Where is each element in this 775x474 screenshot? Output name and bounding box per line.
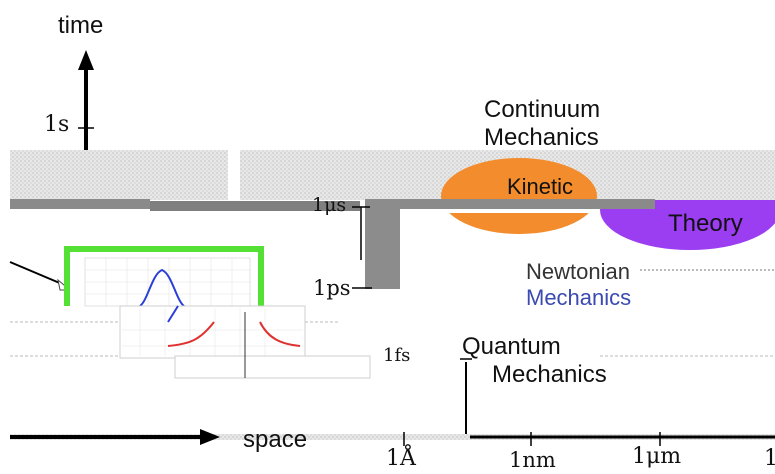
continuum-mechanics-label: Continuum Mechanics [484, 96, 600, 152]
newtonian-mechanics-label: Newtonian Mechanics [526, 259, 631, 311]
newtonian-line-2: Mechanics [526, 285, 632, 310]
quantum-line-1: Quantum [462, 333, 561, 360]
kinetic-label: Kinetic [507, 174, 574, 199]
divider-band-mid [150, 201, 360, 211]
newtonian-line-1: Newtonian [526, 259, 630, 284]
space-axis-arrowhead [200, 429, 220, 445]
tick-label-nm: 1nm [509, 448, 556, 472]
space-axis-band [10, 434, 775, 440]
inset-plot-gaussian [64, 246, 264, 307]
kinetic-region [441, 158, 597, 234]
tick-label-um: 1μm [632, 444, 682, 469]
tick-label-1s: 1s [44, 112, 70, 137]
theory-label: Theory [668, 210, 743, 237]
quantum-mechanics-label: Quantum Mechanics [462, 333, 607, 389]
tick-label-1ps: 1ps [313, 276, 351, 300]
divider-band-right [365, 199, 655, 209]
space-axis-label: space [243, 426, 308, 453]
quantum-line-2: Mechanics [492, 361, 607, 388]
pointer-line [9, 261, 63, 285]
gray-band-left [10, 150, 228, 200]
tick-label-m: 1 [764, 446, 775, 471]
tick-label-1us: 1μs [312, 194, 347, 216]
tick-label-1fs: 1fs [383, 345, 411, 366]
continuum-line-2: Mechanics [484, 124, 599, 151]
continuum-line-1: Continuum [484, 96, 601, 123]
time-axis-label: time [58, 12, 104, 39]
time-axis-arrowhead [78, 50, 94, 70]
divider-band-left [10, 199, 150, 209]
tick-label-angstrom: 1Å [386, 446, 416, 471]
inset-plot-red [119, 305, 371, 379]
